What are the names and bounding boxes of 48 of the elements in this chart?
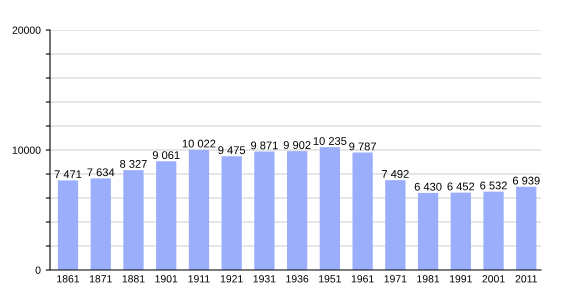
bar xyxy=(286,151,308,270)
data-label: 7 634 xyxy=(87,168,114,176)
x-tick-label: 1871 xyxy=(90,275,112,283)
data-label: 6 939 xyxy=(512,176,540,185)
data-label: 7 492 xyxy=(382,170,409,178)
data-label: 10 235 xyxy=(314,137,346,145)
data-label: 9 871 xyxy=(251,141,278,150)
bar xyxy=(123,170,144,270)
bar xyxy=(483,192,504,270)
x-tick-label: 1981 xyxy=(417,275,440,283)
data-label: 9 787 xyxy=(349,142,376,150)
x-tick-label: 1961 xyxy=(352,275,374,283)
data-label: 6 532 xyxy=(480,182,507,190)
data-label: 9 475 xyxy=(218,146,246,154)
x-tick-label: 1861 xyxy=(57,275,80,283)
bar xyxy=(320,147,340,270)
x-tick-label: 1951 xyxy=(319,275,341,283)
x-tick-label: 1911 xyxy=(188,275,210,283)
x-tick-label: 1936 xyxy=(286,275,308,283)
x-tick-label: 1881 xyxy=(122,275,145,283)
data-label: 10 022 xyxy=(182,140,216,148)
bar xyxy=(418,192,438,270)
y-tick-label: 20000 xyxy=(12,26,41,34)
x-tick-label: 1901 xyxy=(155,275,178,283)
bar xyxy=(516,186,536,270)
data-label: 6 430 xyxy=(414,182,442,191)
data-label: 7 471 xyxy=(54,170,82,178)
bar xyxy=(90,178,111,270)
x-tick-label: 1931 xyxy=(254,275,276,283)
bar xyxy=(254,152,275,270)
bar xyxy=(156,161,176,270)
data-label: 6 452 xyxy=(447,182,474,190)
bar xyxy=(385,180,406,270)
x-tick-label: 1921 xyxy=(220,275,243,283)
y-tick-label: 0 xyxy=(36,266,41,274)
y-tick-label: 10000 xyxy=(12,146,41,154)
x-tick-label: 1991 xyxy=(450,275,472,283)
x-tick-label: 2001 xyxy=(482,275,505,283)
bar xyxy=(188,150,210,270)
x-tick-label: 2011 xyxy=(516,275,537,283)
data-label: 9 061 xyxy=(152,151,180,160)
bar xyxy=(58,180,78,270)
bar xyxy=(352,152,373,270)
bar xyxy=(450,192,471,270)
x-tick-label: 1971 xyxy=(384,275,406,283)
bar xyxy=(222,156,242,270)
data-label: 9 902 xyxy=(284,141,310,149)
data-label: 8 327 xyxy=(120,160,147,168)
